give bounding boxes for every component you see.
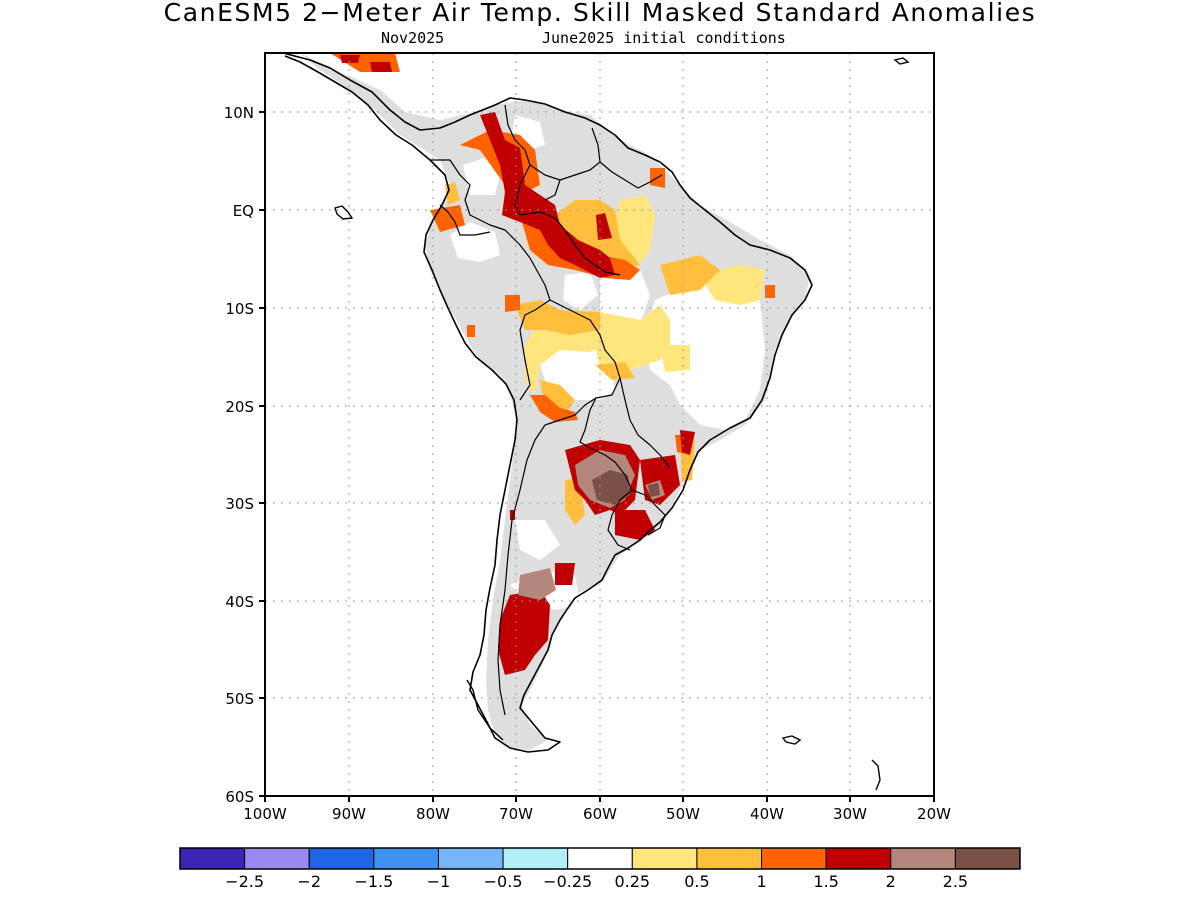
y-tick-label: 30S	[225, 495, 254, 513]
y-tick-label: 60S	[225, 788, 254, 806]
y-tick-label: 10S	[225, 300, 254, 318]
map-field	[265, 53, 934, 796]
y-tick-label: EQ	[233, 202, 254, 220]
colorbar-swatch	[825, 847, 892, 870]
anomaly-red	[498, 590, 550, 675]
anomaly-light-orange	[660, 345, 690, 372]
colorbar-swatch	[631, 847, 698, 870]
anomaly-red	[596, 213, 612, 240]
colorbar-swatch	[179, 847, 246, 870]
colorbar-frame	[179, 847, 1021, 870]
y-tick-label: 50S	[225, 690, 254, 708]
colorbar-label: −0.25	[543, 872, 592, 891]
colorbar-label: −0.5	[484, 872, 523, 891]
x-axis: 100W 90W 80W 70W 60W 50W 40W 30W 20W	[243, 796, 951, 823]
x-tick-label: 70W	[499, 805, 533, 823]
y-tick-label: 20S	[225, 398, 254, 416]
colorbar-label: −1.5	[354, 872, 393, 891]
colorbar-swatch	[373, 847, 439, 870]
colorbar-swatch	[890, 847, 956, 870]
anomaly-orange	[595, 362, 635, 380]
x-tick-label: 60W	[583, 805, 617, 823]
anomaly-brown	[648, 483, 660, 497]
islands	[334, 57, 910, 791]
y-axis: 10N EQ 10S 20S 30S 40S 50S 60S	[224, 104, 265, 806]
anomaly-light-orange	[525, 322, 605, 395]
colorbar-label: 1	[756, 872, 766, 891]
coastline	[282, 53, 813, 753]
colorbar-swatch	[761, 847, 827, 870]
y-tick-label: 10N	[224, 104, 254, 122]
y-tick-label: 40S	[225, 593, 254, 611]
colorbar-label: 2.5	[943, 872, 968, 891]
anomaly-mauve	[518, 568, 556, 600]
anomaly-red	[555, 563, 575, 585]
interior-near-zero	[645, 278, 765, 430]
map-title: CanESM5 2−Meter Air Temp. Skill Masked S…	[163, 0, 1037, 27]
colorbar-label: 2	[886, 872, 896, 891]
anomaly-red	[370, 62, 392, 72]
x-tick-label: 80W	[416, 805, 450, 823]
x-tick-label: 90W	[332, 805, 366, 823]
x-tick-label: 100W	[243, 805, 287, 823]
anomaly-red	[680, 430, 695, 455]
interior-near-zero	[563, 272, 598, 310]
anomaly-orange	[660, 255, 720, 295]
anomaly-dark-orange	[467, 325, 475, 337]
x-tick-label: 30W	[833, 805, 867, 823]
colorbar-swatch	[696, 847, 763, 870]
forecast-month: Nov2025	[381, 29, 445, 47]
colorbar-swatch	[308, 847, 375, 870]
initial-conditions: June2025 initial conditions	[542, 29, 786, 47]
colorbar-label: 0.25	[614, 872, 650, 891]
colorbar-label: −2	[297, 872, 321, 891]
x-tick-label: 20W	[917, 805, 951, 823]
anomaly-red	[480, 112, 615, 278]
anomaly-dark-orange	[505, 295, 520, 312]
colorbar-swatch	[437, 847, 504, 870]
colorbar-label: −2.5	[225, 872, 264, 891]
colorbar-swatch	[244, 847, 310, 870]
interior-near-zero	[515, 520, 560, 560]
colorbar-swatch	[954, 847, 1021, 870]
anomaly-light-orange	[700, 265, 765, 305]
anomaly-red	[340, 55, 360, 63]
colorbar: −2.5 −2 −1.5 −1 −0.5 −0.25 0.25 0.5 1 1.5 2 2.5	[179, 847, 1021, 891]
colorbar-label: −1	[427, 872, 451, 891]
colorbar-swatch	[567, 847, 633, 870]
colorbar-label: 0.5	[684, 872, 709, 891]
anomaly-brown	[592, 470, 630, 505]
anomaly-red	[615, 510, 655, 540]
x-tick-label: 50W	[666, 805, 700, 823]
country-borders	[430, 104, 671, 716]
anomaly-light-orange	[595, 305, 670, 370]
interior-near-zero	[463, 158, 500, 195]
x-tick-label: 40W	[750, 805, 784, 823]
colorbar-label: 1.5	[813, 872, 838, 891]
anomaly-dark-orange	[530, 395, 578, 422]
colorbar-swatch	[502, 847, 569, 870]
